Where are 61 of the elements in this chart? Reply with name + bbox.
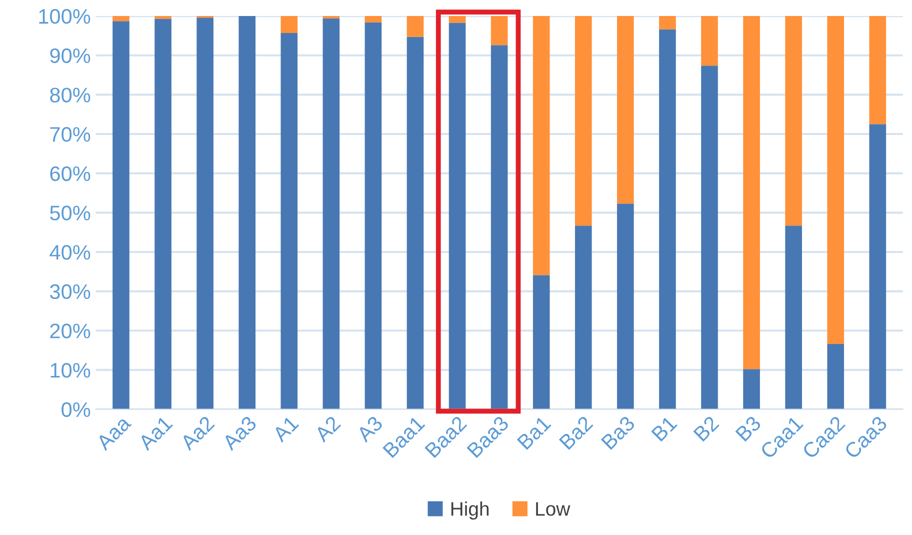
bar — [112, 16, 130, 22]
bar — [701, 66, 718, 410]
y-tick-label: 100% — [39, 9, 90, 24]
bar — [154, 16, 172, 19]
bar — [532, 275, 550, 410]
bar — [406, 16, 424, 37]
bar — [112, 21, 130, 410]
x-tick-label: B1 — [651, 415, 678, 442]
y-tick-label: 80% — [50, 88, 90, 102]
bar — [827, 344, 844, 410]
bar — [869, 124, 886, 410]
x-tick-label: Aa3 — [221, 415, 258, 452]
x-tick-label: Aa2 — [179, 415, 216, 452]
legend-label: High — [451, 501, 489, 520]
bar — [196, 18, 214, 410]
y-tick-label: 50% — [50, 206, 90, 220]
x-tick-label: A2 — [314, 415, 342, 443]
bar — [280, 32, 298, 410]
bar — [574, 16, 592, 226]
bar — [406, 36, 424, 410]
x-tick-label: Aa1 — [137, 415, 174, 452]
bar — [322, 18, 340, 410]
bar — [617, 204, 634, 410]
y-tick-label: 30% — [50, 284, 90, 300]
y-tick-label: 70% — [50, 127, 90, 142]
y-tick-label: 60% — [50, 166, 90, 182]
x-tick-label: B2 — [693, 415, 720, 442]
bar — [490, 16, 508, 46]
x-tick-label: A3 — [356, 415, 384, 443]
bar — [869, 16, 886, 124]
bar — [574, 226, 592, 410]
x-tick-label: Ba2 — [558, 415, 594, 450]
bar — [280, 16, 298, 33]
bar — [238, 16, 256, 410]
bar — [364, 22, 382, 410]
bar — [743, 369, 760, 410]
bar — [659, 29, 676, 410]
bar — [448, 22, 466, 410]
y-tick-label: 40% — [50, 244, 90, 260]
x-tick-label: Ba3 — [600, 415, 636, 450]
legend-label: Low — [536, 502, 570, 516]
bar — [743, 16, 760, 370]
y-tick-label: 20% — [50, 324, 90, 338]
bar — [785, 16, 802, 226]
x-tick-label: B3 — [735, 415, 762, 442]
bar — [617, 16, 634, 204]
y-tick-label: 90% — [50, 48, 90, 64]
bar — [154, 18, 172, 410]
bar — [364, 16, 382, 22]
bar — [448, 16, 466, 23]
bar — [659, 16, 676, 30]
bar — [532, 16, 550, 276]
x-tick-label: Ba1 — [516, 415, 552, 450]
x-tick-label: A1 — [272, 415, 300, 443]
bar — [701, 16, 718, 66]
bar — [785, 226, 802, 410]
x-tick-label: Aaa — [95, 414, 132, 452]
bar — [490, 45, 508, 410]
y-tick-label: 0% — [62, 402, 90, 418]
bar — [827, 16, 844, 344]
y-tick-label: 10% — [50, 362, 90, 378]
